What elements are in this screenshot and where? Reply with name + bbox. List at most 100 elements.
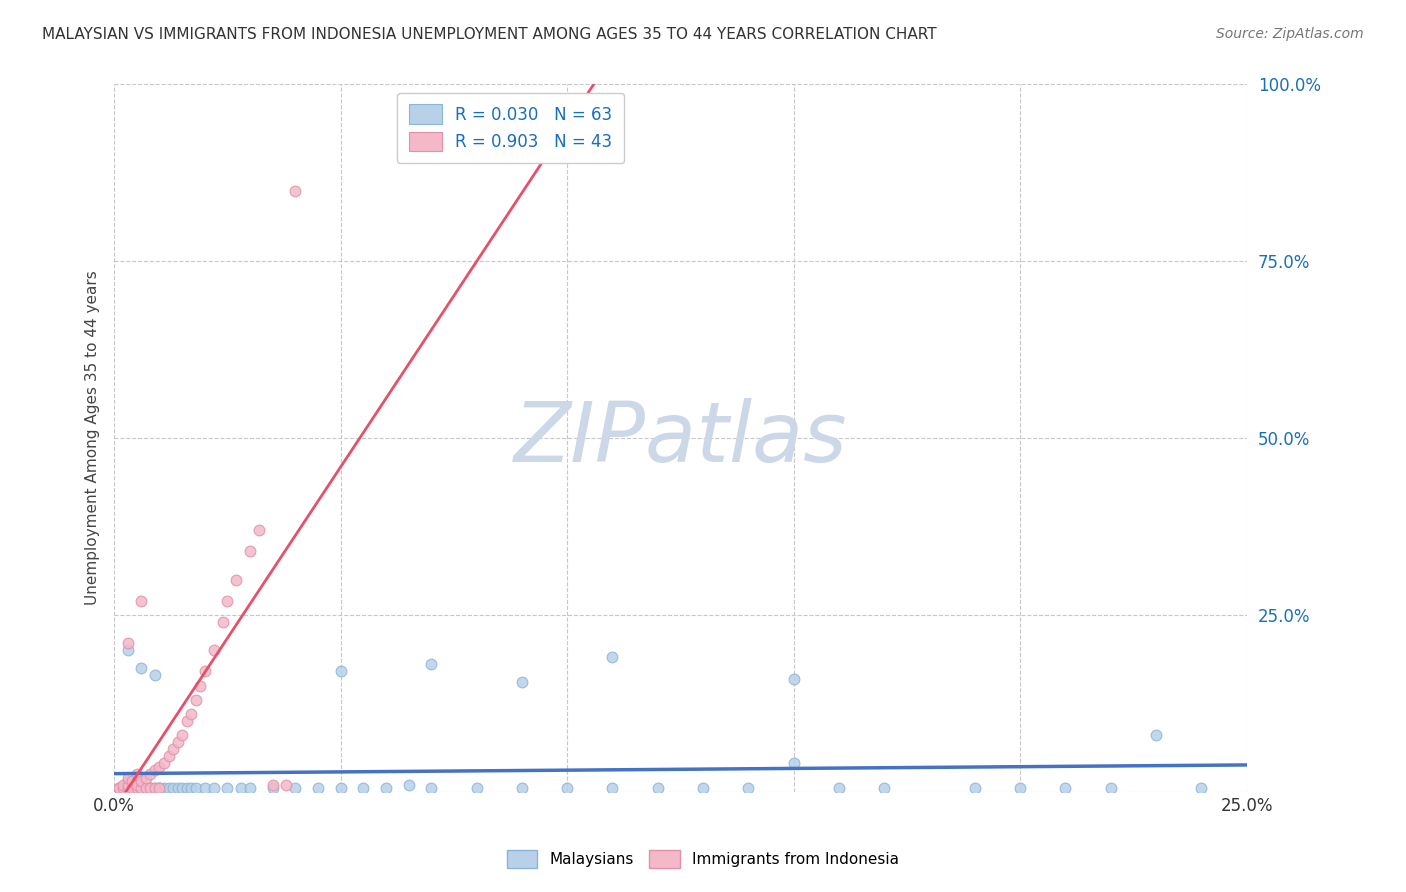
Text: MALAYSIAN VS IMMIGRANTS FROM INDONESIA UNEMPLOYMENT AMONG AGES 35 TO 44 YEARS CO: MALAYSIAN VS IMMIGRANTS FROM INDONESIA U… xyxy=(42,27,936,42)
Point xyxy=(194,665,217,679)
Point xyxy=(125,767,148,781)
Point xyxy=(112,781,135,796)
Point xyxy=(135,781,157,796)
Point xyxy=(121,781,143,796)
Point xyxy=(602,781,624,796)
Point xyxy=(202,781,225,796)
Point xyxy=(176,781,198,796)
Point xyxy=(157,781,180,796)
Point xyxy=(247,523,270,537)
Point xyxy=(329,781,352,796)
Point xyxy=(307,781,329,796)
Point xyxy=(148,781,170,796)
Point xyxy=(1189,781,1212,796)
Point xyxy=(555,781,578,796)
Point xyxy=(139,781,162,796)
Point xyxy=(176,714,198,728)
Point xyxy=(135,771,157,785)
Point xyxy=(107,781,129,796)
Point xyxy=(112,781,135,796)
Point xyxy=(166,781,188,796)
Point xyxy=(465,781,488,796)
Point xyxy=(262,781,284,796)
Point xyxy=(143,764,166,778)
Point xyxy=(135,781,157,796)
Point xyxy=(1010,781,1032,796)
Point xyxy=(352,781,374,796)
Point xyxy=(121,781,143,796)
Point xyxy=(510,675,533,690)
Point xyxy=(172,728,194,742)
Point xyxy=(184,692,207,706)
Point xyxy=(131,781,153,796)
Point xyxy=(262,778,284,792)
Point xyxy=(420,781,443,796)
Point xyxy=(135,781,157,796)
Point xyxy=(117,636,139,650)
Point xyxy=(153,781,176,796)
Point xyxy=(166,735,188,749)
Point xyxy=(139,781,162,796)
Point xyxy=(162,742,184,756)
Point xyxy=(125,781,148,796)
Point xyxy=(180,706,202,721)
Point xyxy=(180,781,202,796)
Point xyxy=(131,593,153,607)
Point xyxy=(148,781,170,796)
Point xyxy=(143,781,166,796)
Point xyxy=(157,749,180,764)
Point xyxy=(148,760,170,774)
Point xyxy=(131,774,153,789)
Point xyxy=(194,781,217,796)
Point xyxy=(162,781,184,796)
Point xyxy=(398,778,420,792)
Point xyxy=(125,781,148,796)
Point xyxy=(212,615,235,629)
Point xyxy=(329,665,352,679)
Point xyxy=(117,781,139,796)
Point xyxy=(510,781,533,796)
Legend: R = 0.030   N = 63, R = 0.903   N = 43: R = 0.030 N = 63, R = 0.903 N = 43 xyxy=(396,93,624,163)
Point xyxy=(239,544,262,558)
Point xyxy=(148,781,170,796)
Point xyxy=(963,781,986,796)
Point xyxy=(153,756,176,771)
Point xyxy=(1054,781,1077,796)
Point xyxy=(420,657,443,672)
Point xyxy=(117,771,139,785)
Point xyxy=(647,781,669,796)
Point xyxy=(828,781,851,796)
Point xyxy=(188,679,211,693)
Point xyxy=(143,781,166,796)
Point xyxy=(1099,781,1122,796)
Point xyxy=(229,781,252,796)
Point xyxy=(692,781,714,796)
Point xyxy=(284,781,307,796)
Y-axis label: Unemployment Among Ages 35 to 44 years: Unemployment Among Ages 35 to 44 years xyxy=(86,270,100,606)
Point xyxy=(131,661,153,675)
Point xyxy=(117,774,139,789)
Point xyxy=(184,781,207,796)
Point xyxy=(225,573,247,587)
Point xyxy=(117,781,139,796)
Point xyxy=(782,756,804,771)
Point xyxy=(239,781,262,796)
Point xyxy=(143,668,166,682)
Point xyxy=(276,778,298,792)
Point xyxy=(117,778,139,792)
Point xyxy=(139,781,162,796)
Point xyxy=(125,778,148,792)
Point xyxy=(121,774,143,789)
Point xyxy=(782,672,804,686)
Point xyxy=(107,781,129,796)
Point xyxy=(112,778,135,792)
Text: Source: ZipAtlas.com: Source: ZipAtlas.com xyxy=(1216,27,1364,41)
Point xyxy=(602,650,624,665)
Point xyxy=(139,767,162,781)
Point xyxy=(202,643,225,657)
Point xyxy=(131,781,153,796)
Point xyxy=(737,781,759,796)
Point xyxy=(1144,728,1167,742)
Point xyxy=(107,781,129,796)
Legend: Malaysians, Immigrants from Indonesia: Malaysians, Immigrants from Indonesia xyxy=(499,843,907,875)
